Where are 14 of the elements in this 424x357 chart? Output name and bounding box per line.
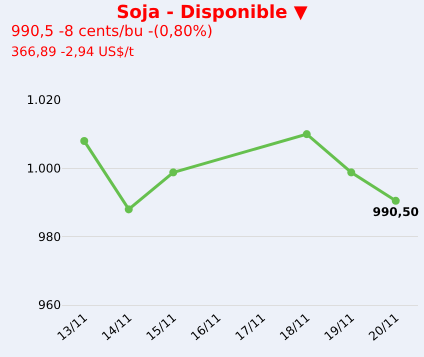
chart-title: Soja - Disponible ▼ (116, 2, 308, 23)
point (124, 205, 133, 214)
point (392, 196, 400, 205)
point (302, 130, 311, 138)
point (80, 137, 88, 145)
y-tick-label: 980 (38, 230, 61, 244)
point (347, 168, 356, 176)
y-tick-label: 1.000 (26, 162, 61, 176)
data-label: 990,50 (372, 204, 419, 219)
point (169, 168, 178, 176)
y-tick-label: 960 (38, 298, 61, 312)
chart-subtitle: 990,5 -8 cents/bu -(0,80%) (11, 22, 213, 40)
text: 366,89 -2,94 US$/t (11, 45, 134, 60)
y-tick-label: 1.020 (26, 93, 61, 108)
